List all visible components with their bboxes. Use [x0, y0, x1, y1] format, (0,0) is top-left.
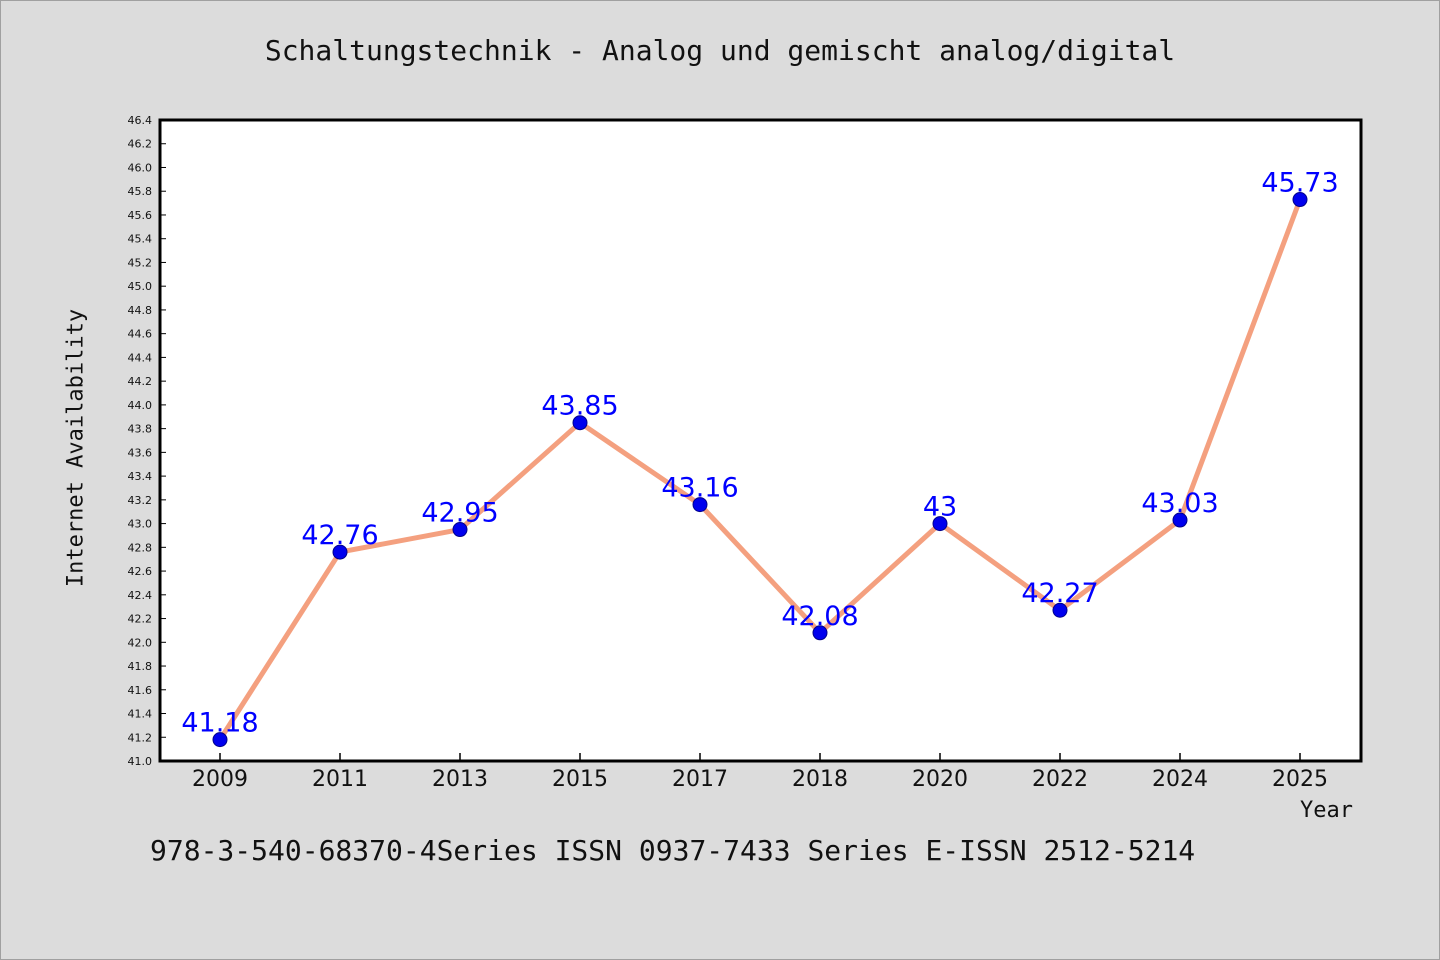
- x-tick-label: 2020: [912, 767, 968, 792]
- x-tick-label: 2017: [672, 767, 728, 792]
- data-point: [452, 522, 468, 538]
- data-label: 42.08: [781, 601, 858, 632]
- plot-border: [158, 118, 1363, 763]
- data-label: 43.85: [541, 391, 618, 422]
- data-label: 42.95: [421, 498, 498, 529]
- y-tick-label: 43.2: [128, 494, 153, 507]
- x-tick-label: 2009: [192, 767, 248, 792]
- y-tick-label: 44.2: [128, 375, 153, 388]
- y-tick-label: 41.0: [128, 755, 153, 768]
- data-point: [212, 732, 228, 748]
- y-tick-label: 45.8: [128, 185, 153, 198]
- y-tick-label: 42.2: [128, 613, 153, 626]
- data-point: [1172, 512, 1188, 528]
- y-tick-label: 44.0: [128, 399, 153, 412]
- chart-title: Schaltungstechnik - Analog und gemischt …: [264, 34, 1176, 67]
- y-tick-label: 45.6: [128, 209, 153, 222]
- x-tick-label: 2024: [1152, 767, 1208, 792]
- data-point: [572, 415, 588, 431]
- y-tick-label: 43.8: [128, 423, 153, 436]
- data-label: 45.73: [1261, 168, 1338, 199]
- x-tick-label: 2011: [312, 767, 368, 792]
- y-tick-label: 41.2: [128, 731, 153, 744]
- x-axis: 2009 2011 2013 2015 2017 2018 2020 2022 2024 2025: [192, 753, 1328, 792]
- series-group: 41.18 42.76 42.95 43.85 43.16 42.08 43 42.27 43.…: [181, 168, 1339, 748]
- x-tick-label: 2018: [792, 767, 848, 792]
- y-tick-label: 42.6: [128, 565, 153, 578]
- y-tick-label: 41.4: [128, 708, 153, 721]
- x-tick-label: 2013: [432, 767, 488, 792]
- y-tick-label: 44.6: [128, 328, 153, 341]
- data-label: 43.16: [661, 473, 738, 504]
- y-tick-label: 46.2: [128, 138, 153, 151]
- x-tick-label: 2015: [552, 767, 608, 792]
- data-label: 42.27: [1021, 578, 1098, 609]
- data-label: 43.03: [1141, 488, 1218, 519]
- y-tick-label: 45.0: [128, 280, 153, 293]
- footer-isbn-text: 978-3-540-68370-4Series ISSN 0937-7433 S…: [150, 834, 1196, 867]
- data-label: 41.18: [181, 708, 258, 739]
- data-label: 43: [923, 492, 957, 523]
- y-tick-label: 43.4: [128, 470, 153, 483]
- y-tick-label: 42.0: [128, 636, 153, 649]
- data-point: [332, 544, 348, 560]
- data-point: [1052, 602, 1068, 618]
- y-tick-label: 46.0: [128, 161, 153, 174]
- x-tick-label: 2025: [1272, 767, 1328, 792]
- y-tick-label: 42.4: [128, 589, 153, 602]
- plot-area: [160, 120, 1361, 761]
- x-axis-label: Year: [1300, 798, 1353, 823]
- data-label: 42.76: [301, 520, 378, 551]
- series-line: [217, 198, 1303, 741]
- y-tick-label: 41.8: [128, 660, 153, 673]
- x-tick-label: 2022: [1032, 767, 1088, 792]
- data-point: [692, 497, 708, 513]
- y-tick-label: 44.8: [128, 304, 153, 317]
- data-point: [932, 516, 948, 532]
- y-tick-label: 43.6: [128, 446, 153, 459]
- data-point: [1292, 192, 1308, 208]
- y-tick-label: 42.8: [128, 541, 153, 554]
- y-tick-label: 46.4: [128, 114, 153, 127]
- y-axis: 41.0 41.2 41.4 41.6 41.8 42.0 42.2 42.4 42.6 42.8…: [128, 114, 166, 768]
- y-tick-label: 44.4: [128, 351, 153, 364]
- data-point: [812, 625, 828, 641]
- y-tick-label: 41.6: [128, 684, 153, 697]
- y-tick-label: 45.4: [128, 233, 153, 246]
- y-tick-label: 45.2: [128, 256, 153, 269]
- y-tick-label: 43.0: [128, 518, 153, 531]
